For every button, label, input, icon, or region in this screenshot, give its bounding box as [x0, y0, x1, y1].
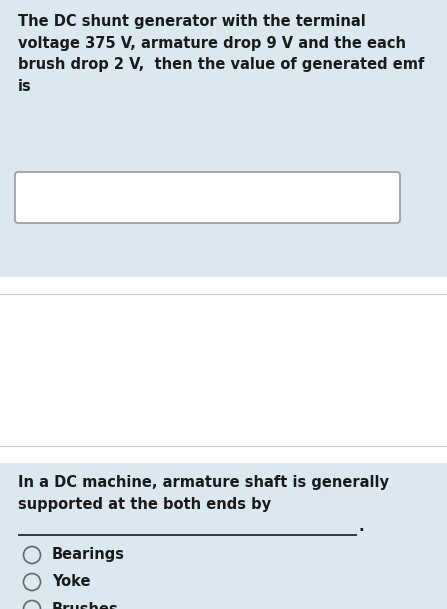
Bar: [0, 277, 447, 294]
Text: Yoke: Yoke: [52, 574, 90, 590]
Bar: [0, 0, 447, 277]
Circle shape: [24, 574, 41, 591]
Text: The DC shunt generator with the terminal
voltage 375 V, armature drop 9 V and th: The DC shunt generator with the terminal…: [18, 14, 424, 94]
Text: .: .: [359, 519, 365, 534]
Text: Bearings: Bearings: [52, 547, 125, 563]
Bar: [0, 463, 447, 609]
FancyBboxPatch shape: [15, 172, 400, 223]
Bar: [0, 446, 447, 463]
Text: Brushes: Brushes: [52, 602, 119, 609]
Bar: [0, 294, 447, 446]
Circle shape: [24, 546, 41, 563]
Circle shape: [24, 600, 41, 609]
Text: In a DC machine, armature shaft is generally
supported at the both ends by: In a DC machine, armature shaft is gener…: [18, 475, 389, 512]
